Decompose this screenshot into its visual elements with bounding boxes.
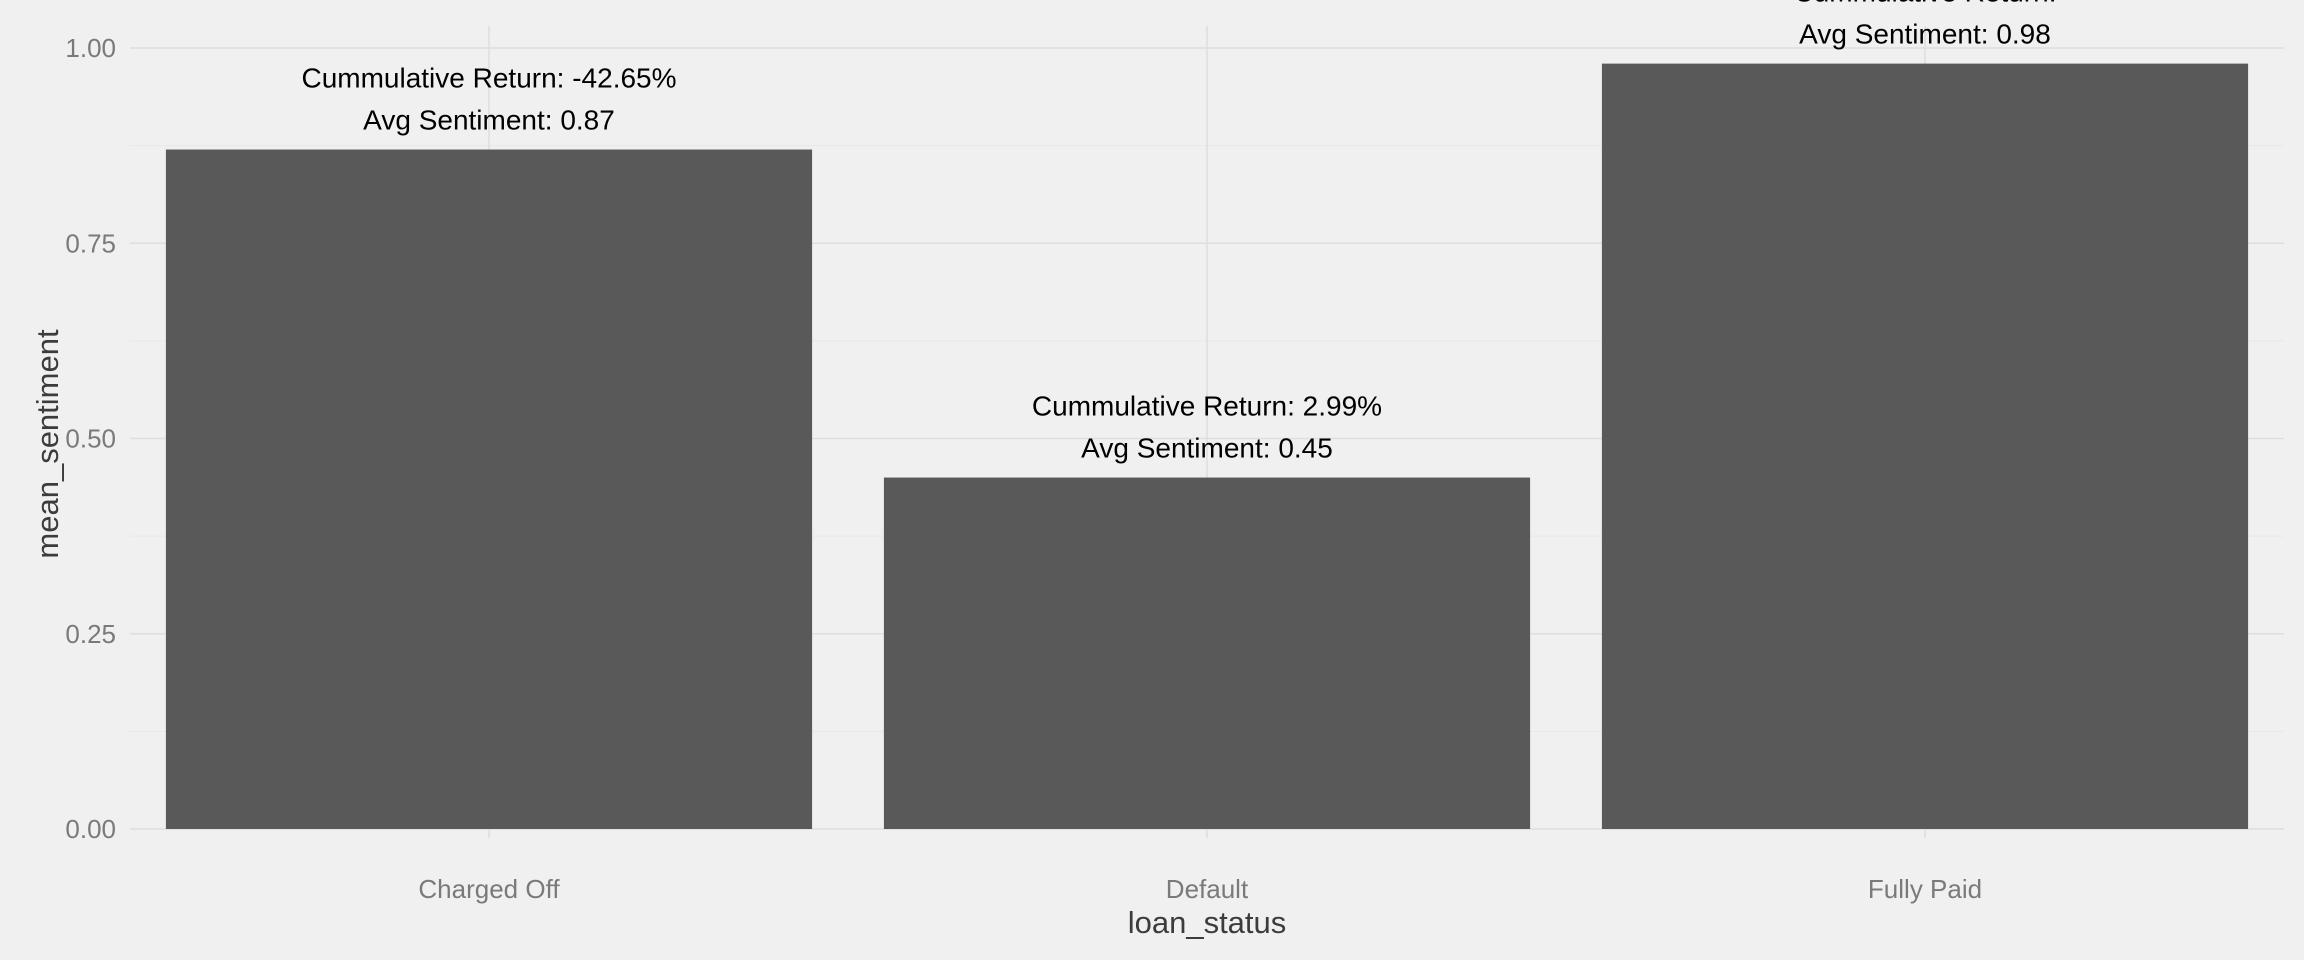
x-axis-ticks: Charged Off Default Fully Paid (418, 829, 1982, 904)
bars (165, 63, 2249, 830)
y-tick-label: 0.75 (65, 228, 116, 258)
x-axis-title: loan_status (1128, 905, 1287, 940)
bar-annotation-line: Cummulative Return: 2.99% (1032, 391, 1382, 422)
bar-annotation-line: Cummulative Return: (1794, 0, 2057, 8)
bar-annotation-line: Cummulative Return: -42.65% (301, 63, 676, 94)
bar-annotations: Cummulative Return: -42.65% Avg Sentiment… (301, 0, 2056, 464)
bar (1601, 63, 2249, 830)
bar-annotation-line: Avg Sentiment: 0.87 (363, 105, 615, 136)
y-tick-label: 0.00 (65, 814, 116, 844)
x-tick-label: Default (1166, 874, 1249, 904)
y-tick-label: 0.25 (65, 619, 116, 649)
bar-annotation-line: Avg Sentiment: 0.98 (1799, 19, 2051, 50)
bar (883, 477, 1531, 829)
bar (165, 149, 813, 829)
y-axis-title: mean_sentiment (30, 329, 65, 559)
x-tick-label: Charged Off (418, 874, 560, 904)
y-axis-ticks: 0.00 0.25 0.50 0.75 1.00 (65, 33, 116, 844)
bar-annotation-line: Avg Sentiment: 0.45 (1081, 433, 1333, 464)
y-tick-label: 1.00 (65, 33, 116, 63)
y-tick-label: 0.50 (65, 424, 116, 454)
x-tick-label: Fully Paid (1868, 874, 1982, 904)
